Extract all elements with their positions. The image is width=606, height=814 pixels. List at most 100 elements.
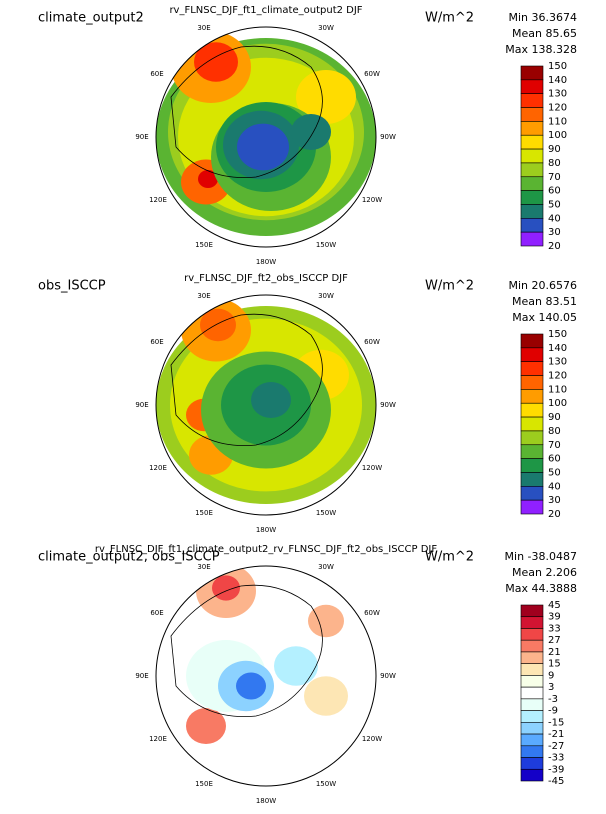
- field-region: [237, 123, 289, 171]
- colorbar-box: [520, 639, 544, 653]
- map-border: [155, 294, 377, 516]
- colorbar-label: 30: [548, 227, 561, 238]
- lon-label: 150E: [195, 509, 213, 517]
- colorbar-label: 100: [548, 130, 567, 141]
- lon-label: 150E: [195, 780, 213, 788]
- colorbar-label: 110: [548, 116, 567, 127]
- field-region: [274, 646, 318, 686]
- colorbar-label: 33: [548, 623, 561, 634]
- field-region: [186, 708, 226, 744]
- stat: Min -38.0487: [505, 550, 577, 563]
- lon-label: 30W: [318, 24, 334, 32]
- lon-label: 60W: [364, 609, 380, 617]
- lon-label: 120W: [362, 196, 382, 204]
- colorbar-box: [520, 616, 544, 629]
- colorbar-label: -21: [548, 729, 564, 740]
- map-field: [156, 566, 376, 775]
- lon-label: 150W: [316, 780, 336, 788]
- stat: Mean 83.51: [512, 295, 577, 308]
- colorbar-box: [520, 757, 544, 770]
- colorbar-label: 20: [548, 509, 561, 520]
- stat: Max 138.328: [505, 43, 577, 56]
- colorbar-label: -45: [548, 776, 564, 787]
- colorbar-label: 27: [548, 635, 561, 646]
- units: W/m^2: [425, 11, 474, 26]
- colorbar-box: [520, 458, 544, 473]
- colorbar-box: [520, 347, 544, 362]
- colorbar-label: 40: [548, 481, 561, 492]
- map-border: [155, 565, 377, 787]
- colorbar-label: 90: [548, 412, 561, 423]
- colorbar-box: [520, 402, 544, 418]
- lon-label: 180W: [256, 258, 276, 266]
- field-region: [194, 42, 238, 82]
- colorbar-label: -39: [548, 764, 564, 775]
- lon-label: 150E: [195, 241, 213, 249]
- colorbar-box: [520, 628, 544, 641]
- lon-label: 60W: [364, 338, 380, 346]
- lon-label: 90W: [380, 401, 396, 409]
- colorbar-label: 70: [548, 172, 561, 183]
- colorbar-box: [520, 472, 544, 487]
- colorbar-box: [520, 121, 544, 136]
- colorbar-box: [520, 176, 544, 191]
- colorbar-label: -3: [548, 694, 558, 705]
- stat: Max 44.3888: [505, 582, 577, 595]
- colorbar-label: 9: [548, 670, 554, 681]
- colorbar-label: 120: [548, 371, 567, 382]
- colorbar-box: [520, 204, 544, 219]
- lon-label: 60E: [150, 338, 163, 346]
- colorbar-box: [520, 768, 544, 782]
- field-region: [308, 604, 344, 638]
- lon-label: 30E: [197, 292, 210, 300]
- lon-label: 60E: [150, 70, 163, 78]
- colorbar-box: [520, 663, 544, 676]
- colorbar-label: -33: [548, 753, 564, 764]
- lon-label: 120W: [362, 735, 382, 743]
- lon-label: 30E: [197, 24, 210, 32]
- colorbar-box: [520, 148, 544, 164]
- colorbar-box: [520, 499, 544, 515]
- colorbar-label: 39: [548, 612, 561, 623]
- stat: Min 20.6576: [508, 279, 577, 292]
- colorbar-box: [520, 93, 544, 108]
- colorbar-label: 40: [548, 213, 561, 224]
- lon-label: 90E: [135, 133, 148, 141]
- stat: Mean 2.206: [512, 566, 577, 579]
- colorbar-label: 70: [548, 440, 561, 451]
- colorbar-box: [520, 745, 544, 758]
- map-panel: rv_FLNSC_DJF_ft1_climate_output2 DJF clim…: [38, 5, 577, 266]
- colorbar-label: 50: [548, 199, 561, 210]
- stat: Max 140.05: [512, 311, 577, 324]
- field-region: [291, 114, 331, 150]
- colorbar-box: [520, 79, 544, 94]
- colorbar-label: 130: [548, 89, 567, 100]
- coastline: [170, 45, 323, 178]
- field-region: [236, 672, 266, 700]
- map-field: [156, 31, 376, 236]
- colorbar-box: [520, 361, 544, 376]
- colorbar-label: 140: [548, 75, 567, 86]
- lon-label: 90E: [135, 672, 148, 680]
- colorbar-label: 80: [548, 426, 561, 437]
- field-region: [304, 676, 348, 716]
- map-field: [156, 298, 376, 504]
- field-region: [212, 575, 240, 601]
- field-region: [251, 382, 291, 418]
- colorbar-label: -9: [548, 706, 558, 717]
- colorbar-box: [520, 675, 544, 688]
- colorbar-label: 130: [548, 357, 567, 368]
- colorbar-box: [520, 604, 544, 618]
- field-region: [296, 70, 356, 124]
- colorbar-box: [520, 65, 544, 81]
- colorbar-box: [520, 430, 544, 446]
- colorbar-label: 50: [548, 467, 561, 478]
- lon-label: 30W: [318, 563, 334, 571]
- center-title: rv_FLNSC_DJF_ft2_obs_ISCCP DJF: [184, 273, 348, 284]
- colorbar-box: [520, 444, 544, 459]
- center-title: rv_FLNSC_DJF_ft1_climate_output2 DJF: [169, 5, 362, 16]
- left-title: climate_output2, obs_ISCCP: [38, 550, 220, 565]
- map-border: [155, 26, 377, 248]
- lon-label: 180W: [256, 797, 276, 805]
